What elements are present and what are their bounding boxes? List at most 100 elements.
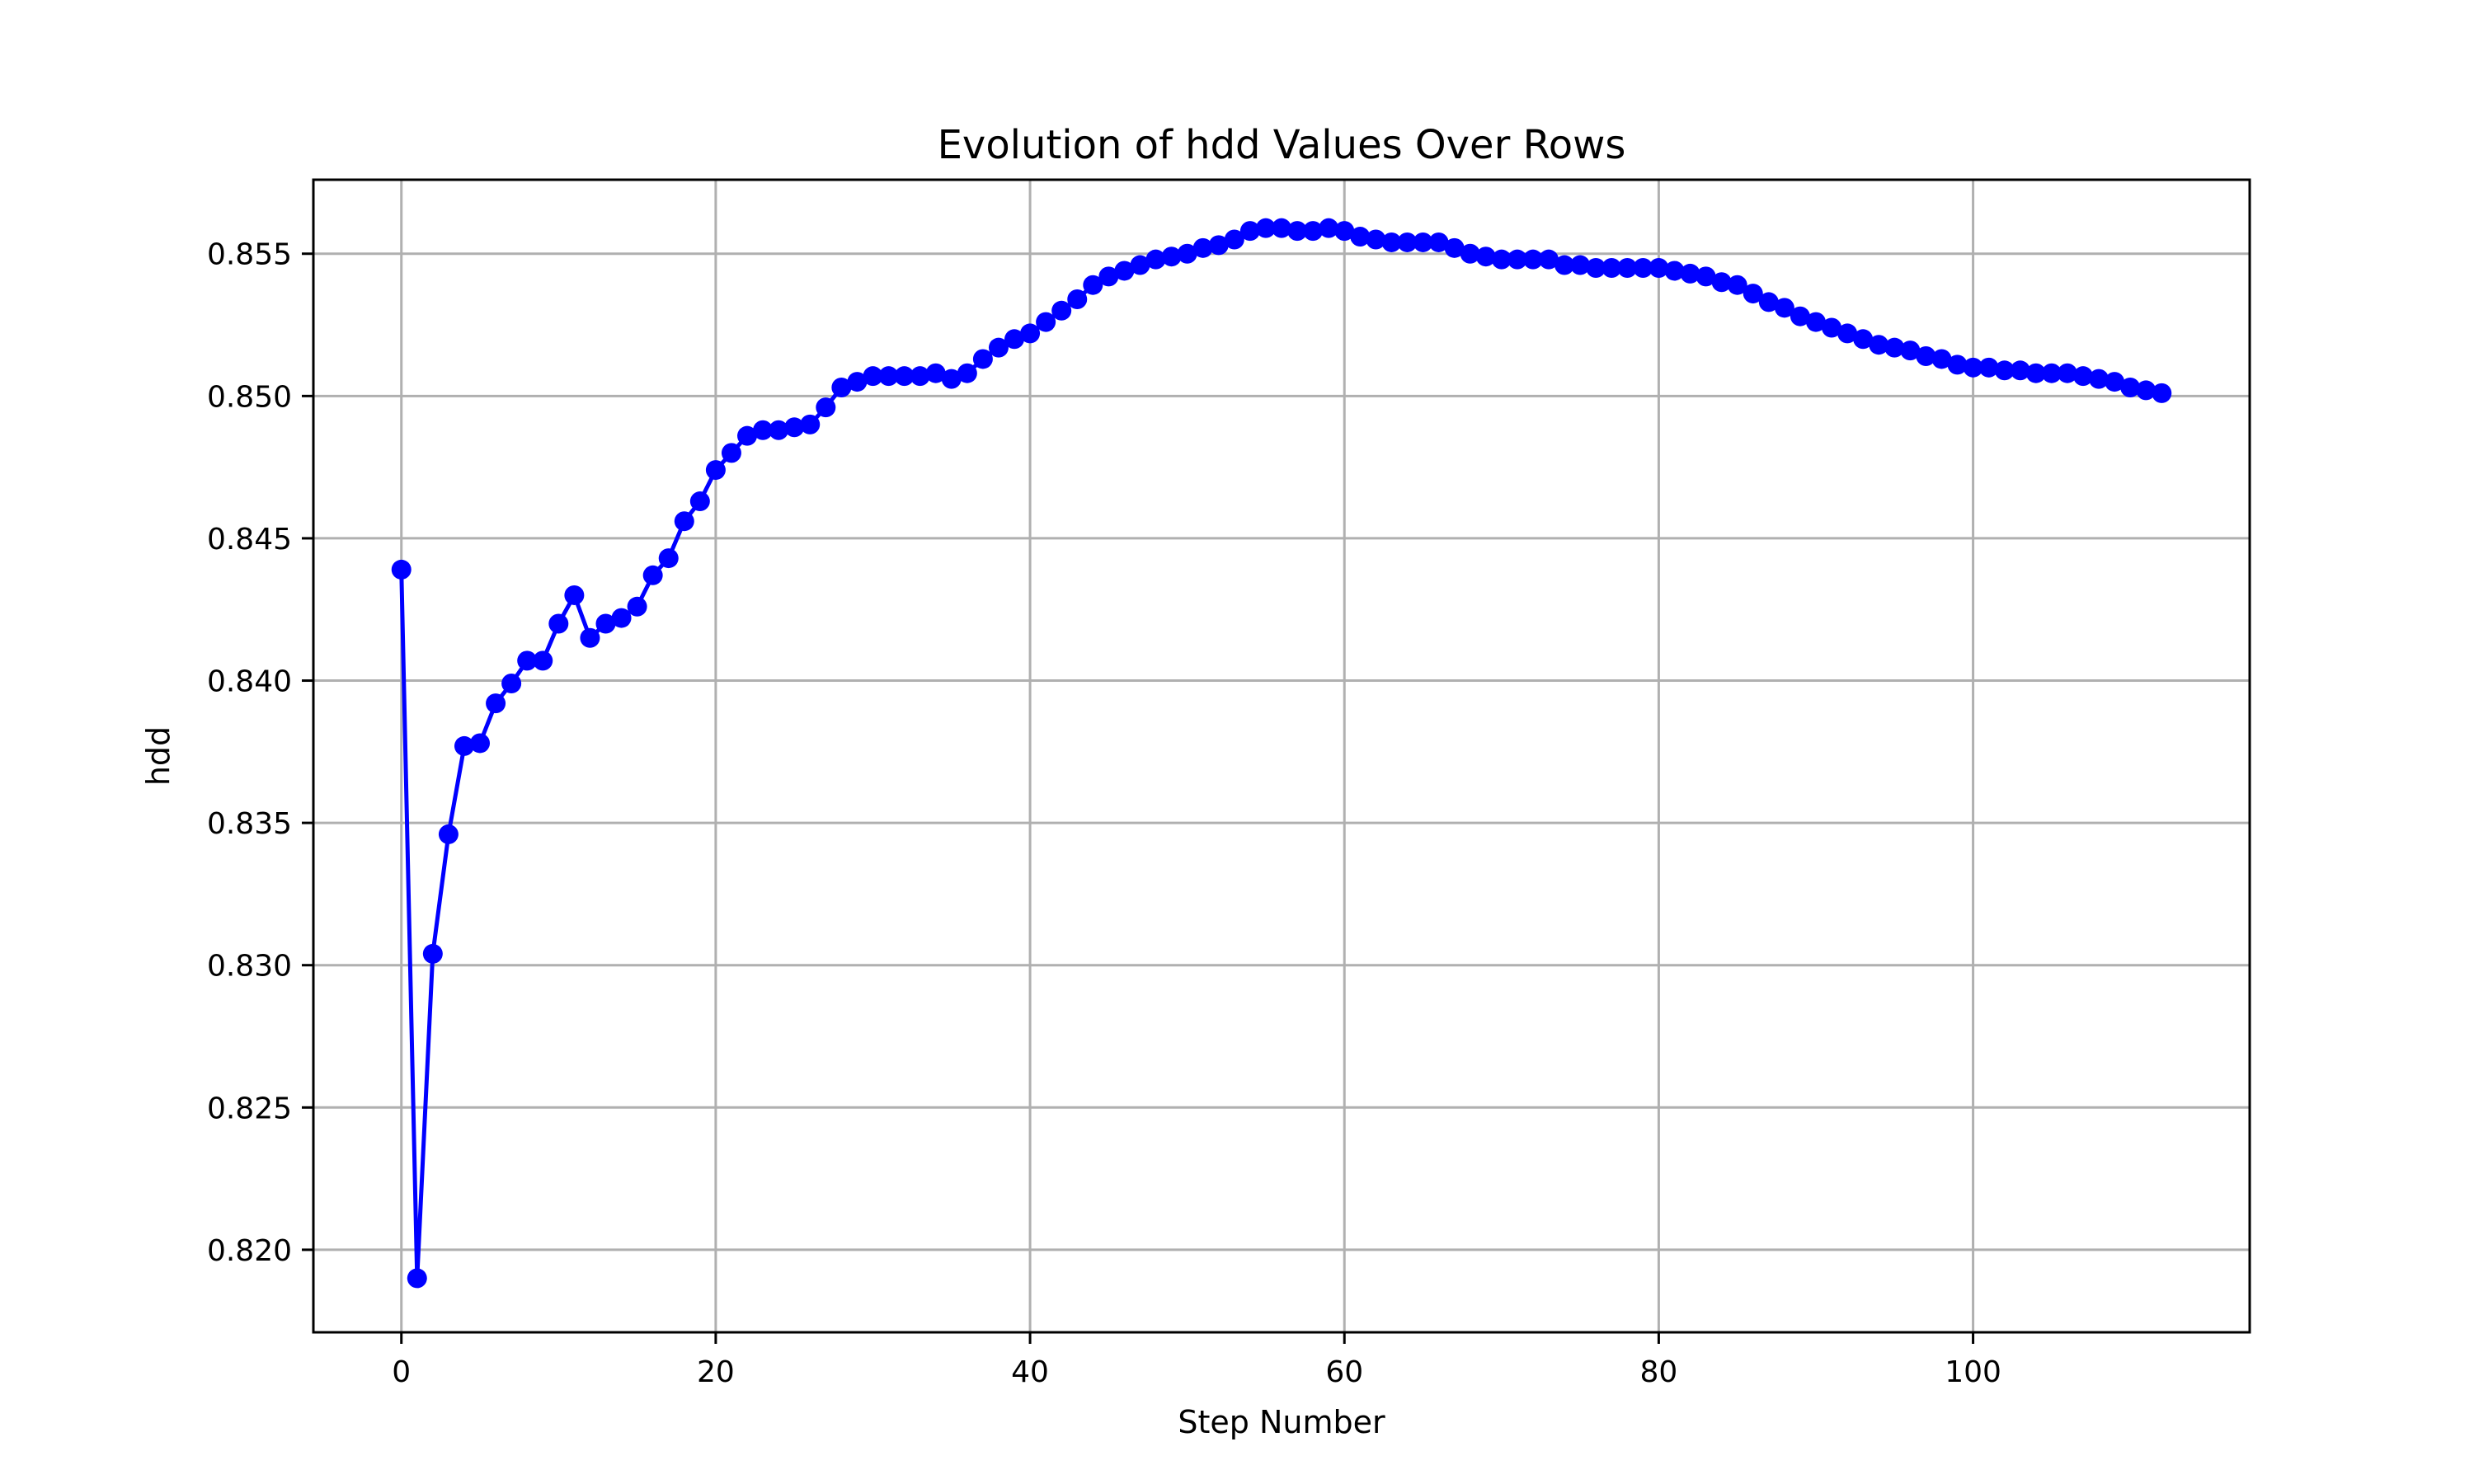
data-point — [737, 425, 758, 446]
x-tick-label: 60 — [1325, 1355, 1363, 1389]
x-axis-label: Step Number — [1178, 1404, 1385, 1440]
data-point — [1334, 221, 1355, 242]
data-point — [2072, 366, 2093, 387]
data-point — [941, 369, 962, 389]
y-tick-label: 0.850 — [207, 380, 292, 414]
data-point — [1224, 229, 1244, 250]
data-point — [1255, 218, 1276, 238]
data-point — [1145, 249, 1166, 270]
data-point — [1507, 249, 1527, 270]
data-point — [910, 366, 930, 387]
data-point — [2010, 360, 2030, 381]
data-point — [1130, 255, 1150, 275]
data-point — [642, 565, 663, 585]
data-series — [391, 218, 2172, 1289]
data-point — [925, 363, 946, 383]
y-tick-label: 0.835 — [207, 807, 292, 841]
x-tick-label: 0 — [392, 1355, 411, 1389]
data-point — [1004, 329, 1025, 350]
data-point — [1491, 249, 1512, 270]
data-point — [2089, 369, 2109, 389]
data-point — [470, 733, 491, 754]
data-point — [1978, 357, 1999, 378]
data-point — [1538, 249, 1559, 270]
y-tick-label: 0.845 — [207, 523, 292, 556]
data-point — [1900, 340, 1921, 361]
y-axis-label: hdd — [140, 726, 176, 786]
data-point — [580, 627, 600, 648]
data-point — [1869, 335, 1889, 355]
data-point — [422, 943, 443, 964]
data-point — [391, 559, 412, 580]
data-point — [627, 596, 647, 617]
data-point — [894, 366, 915, 387]
data-point — [1522, 249, 1543, 270]
data-point — [2120, 377, 2141, 397]
data-point — [1366, 229, 1386, 250]
data-point — [564, 585, 585, 605]
data-point — [988, 337, 1009, 358]
data-point — [1239, 221, 1260, 242]
data-point — [1397, 232, 1418, 252]
data-point — [517, 650, 538, 671]
data-point — [1805, 312, 1826, 332]
data-point — [769, 420, 789, 440]
data-point — [878, 366, 899, 387]
data-point — [972, 349, 993, 369]
data-point — [1758, 292, 1779, 312]
data-point — [721, 443, 741, 463]
data-point — [1680, 263, 1700, 284]
data-point — [611, 608, 632, 628]
x-tick-label: 20 — [697, 1355, 735, 1389]
data-point — [1272, 218, 1291, 238]
data-point — [1586, 258, 1606, 279]
data-point — [1837, 323, 1858, 344]
data-point — [438, 824, 459, 844]
data-point — [1020, 323, 1041, 344]
data-point — [863, 366, 883, 387]
data-point — [1774, 298, 1794, 318]
data-point — [689, 491, 710, 512]
data-point — [1790, 306, 1810, 326]
data-point — [486, 693, 506, 714]
plot-frame — [312, 178, 2251, 1334]
data-point — [1853, 329, 1874, 350]
data-point — [957, 363, 977, 383]
y-tick-label: 0.820 — [207, 1234, 292, 1268]
data-point — [847, 372, 868, 392]
data-point — [1711, 272, 1732, 293]
data-point — [1051, 300, 1072, 321]
data-point — [1664, 261, 1685, 281]
data-point — [1633, 258, 1653, 279]
data-point — [2136, 380, 2157, 401]
data-point — [1114, 261, 1135, 281]
y-tick-label: 0.855 — [207, 238, 292, 272]
data-point — [1350, 227, 1371, 247]
data-point — [831, 377, 852, 397]
data-point — [2057, 363, 2077, 383]
data-point — [1381, 232, 1402, 252]
axis-ticks: 0 20 40 60 80 100 0.820 0.825 0.830 0.835 0.840 0.8… — [207, 238, 2001, 1389]
data-point — [1727, 275, 1747, 295]
data-point — [2025, 363, 2046, 383]
data-point — [753, 420, 774, 440]
data-point — [1444, 237, 1465, 258]
data-point — [1192, 237, 1213, 258]
data-point — [2152, 383, 2172, 403]
data-point — [1413, 232, 1433, 252]
data-point — [1177, 243, 1197, 264]
y-tick-label: 0.825 — [207, 1092, 292, 1125]
data-point — [1931, 349, 1952, 369]
data-point — [816, 397, 836, 418]
data-point — [1208, 235, 1229, 256]
data-point — [1602, 258, 1622, 279]
data-point — [533, 650, 553, 671]
y-tick-label: 0.840 — [207, 665, 292, 699]
y-tick-label: 0.830 — [207, 950, 292, 984]
data-point — [1743, 284, 1763, 304]
data-point — [595, 613, 616, 634]
data-point — [501, 673, 522, 693]
data-point — [1649, 258, 1669, 279]
